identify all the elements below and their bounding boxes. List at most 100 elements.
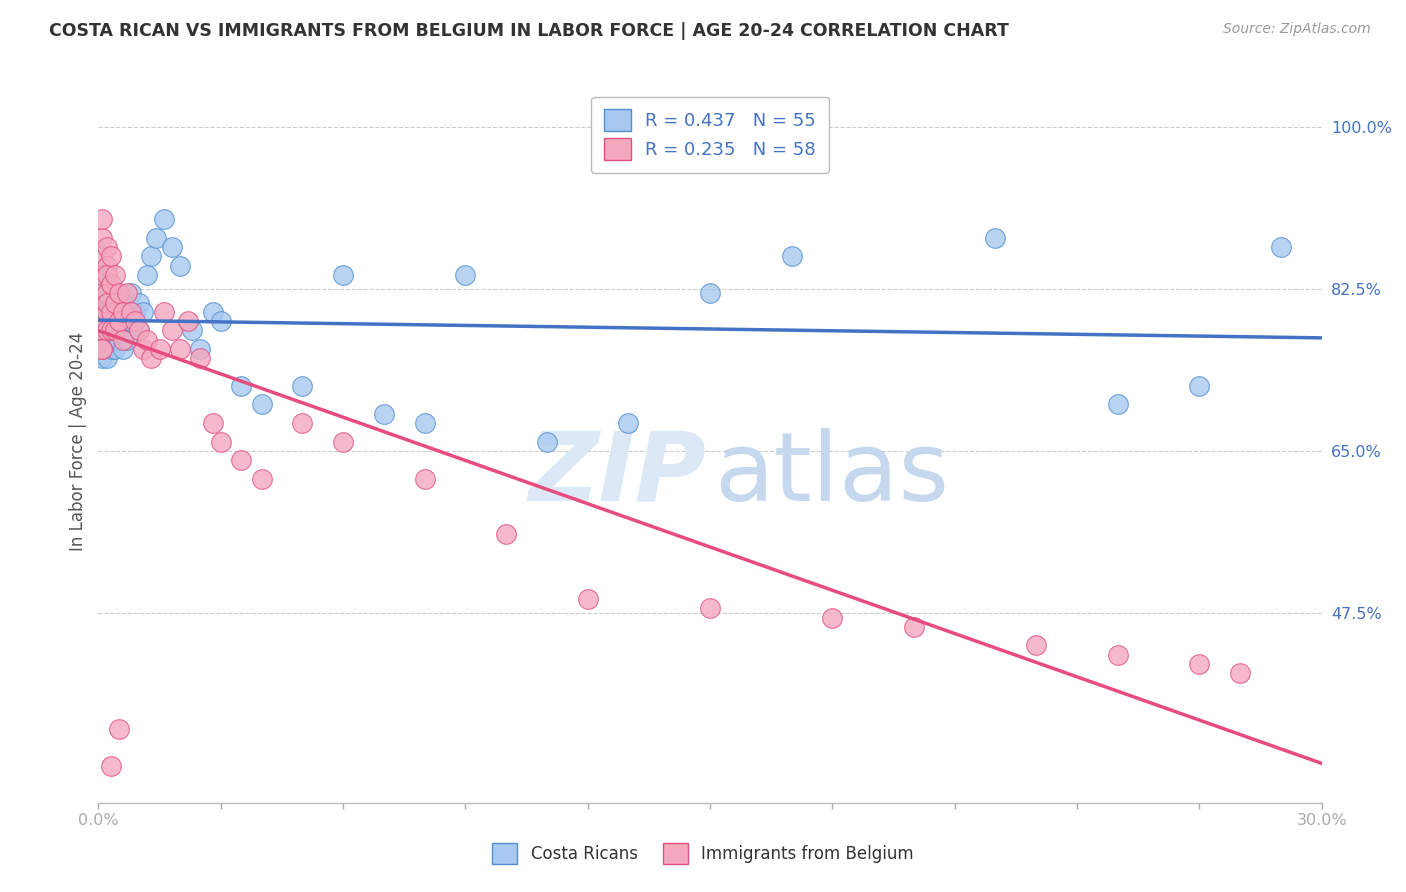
Point bbox=[96, 268, 118, 282]
Point bbox=[120, 314, 142, 328]
Point bbox=[104, 323, 127, 337]
Point bbox=[250, 397, 273, 411]
Point bbox=[1107, 648, 1129, 662]
Point bbox=[108, 314, 131, 328]
Point bbox=[160, 323, 183, 337]
Point bbox=[136, 268, 159, 282]
Point bbox=[1270, 240, 1292, 254]
Point bbox=[536, 434, 558, 449]
Point bbox=[149, 342, 172, 356]
Point bbox=[699, 601, 721, 615]
Point bbox=[104, 305, 127, 319]
Point bbox=[291, 416, 314, 430]
Point bbox=[128, 323, 150, 337]
Point bbox=[141, 351, 163, 366]
Point bbox=[231, 379, 253, 393]
Legend: Costa Ricans, Immigrants from Belgium: Costa Ricans, Immigrants from Belgium bbox=[485, 837, 921, 871]
Point bbox=[100, 342, 122, 356]
Point bbox=[108, 333, 131, 347]
Text: ZIP: ZIP bbox=[529, 427, 706, 521]
Point bbox=[201, 416, 224, 430]
Point bbox=[111, 305, 134, 319]
Point bbox=[120, 286, 142, 301]
Point bbox=[96, 240, 118, 254]
Point bbox=[132, 342, 155, 356]
Point bbox=[91, 305, 114, 319]
Point bbox=[332, 434, 354, 449]
Point bbox=[413, 472, 436, 486]
Point bbox=[169, 259, 191, 273]
Point bbox=[1229, 666, 1251, 681]
Y-axis label: In Labor Force | Age 20-24: In Labor Force | Age 20-24 bbox=[69, 332, 87, 551]
Point bbox=[100, 305, 122, 319]
Point bbox=[100, 286, 122, 301]
Point bbox=[332, 268, 354, 282]
Point bbox=[115, 305, 138, 319]
Point bbox=[96, 259, 118, 273]
Point bbox=[91, 323, 114, 337]
Point bbox=[96, 305, 118, 319]
Point bbox=[91, 231, 114, 245]
Point bbox=[209, 314, 232, 328]
Point bbox=[201, 305, 224, 319]
Point bbox=[108, 286, 131, 301]
Point bbox=[104, 295, 127, 310]
Point bbox=[96, 286, 118, 301]
Point bbox=[100, 323, 122, 337]
Point bbox=[91, 323, 114, 337]
Point bbox=[100, 323, 122, 337]
Text: Source: ZipAtlas.com: Source: ZipAtlas.com bbox=[1223, 22, 1371, 37]
Point bbox=[96, 333, 118, 347]
Point bbox=[136, 333, 159, 347]
Point bbox=[1025, 638, 1047, 652]
Point bbox=[231, 453, 253, 467]
Point bbox=[91, 286, 114, 301]
Point bbox=[91, 351, 114, 366]
Point bbox=[108, 722, 131, 736]
Point bbox=[104, 268, 127, 282]
Point bbox=[115, 286, 138, 301]
Point bbox=[111, 342, 134, 356]
Point bbox=[96, 351, 118, 366]
Point bbox=[1188, 379, 1211, 393]
Point bbox=[91, 342, 114, 356]
Text: COSTA RICAN VS IMMIGRANTS FROM BELGIUM IN LABOR FORCE | AGE 20-24 CORRELATION CH: COSTA RICAN VS IMMIGRANTS FROM BELGIUM I… bbox=[49, 22, 1010, 40]
Point bbox=[100, 277, 122, 291]
Point bbox=[91, 268, 114, 282]
Point bbox=[91, 305, 114, 319]
Point bbox=[111, 295, 134, 310]
Point bbox=[108, 314, 131, 328]
Point bbox=[111, 314, 134, 328]
Point bbox=[132, 305, 155, 319]
Point bbox=[1107, 397, 1129, 411]
Point bbox=[104, 323, 127, 337]
Point bbox=[413, 416, 436, 430]
Point bbox=[188, 351, 212, 366]
Point bbox=[100, 305, 122, 319]
Point bbox=[617, 416, 640, 430]
Point bbox=[181, 323, 204, 337]
Point bbox=[188, 342, 212, 356]
Point bbox=[128, 295, 150, 310]
Point bbox=[96, 295, 118, 310]
Point bbox=[984, 231, 1007, 245]
Point bbox=[100, 249, 122, 263]
Point bbox=[96, 295, 118, 310]
Point bbox=[145, 231, 167, 245]
Point bbox=[96, 277, 118, 291]
Point bbox=[124, 314, 146, 328]
Point bbox=[91, 342, 114, 356]
Point bbox=[91, 249, 114, 263]
Point bbox=[160, 240, 183, 254]
Point bbox=[91, 342, 114, 356]
Point bbox=[120, 305, 142, 319]
Point bbox=[128, 323, 150, 337]
Point bbox=[576, 592, 599, 607]
Point bbox=[96, 323, 118, 337]
Point bbox=[821, 610, 844, 624]
Point bbox=[177, 314, 200, 328]
Point bbox=[115, 333, 138, 347]
Legend: R = 0.437   N = 55, R = 0.235   N = 58: R = 0.437 N = 55, R = 0.235 N = 58 bbox=[592, 96, 828, 173]
Point bbox=[100, 758, 122, 772]
Point bbox=[169, 342, 191, 356]
